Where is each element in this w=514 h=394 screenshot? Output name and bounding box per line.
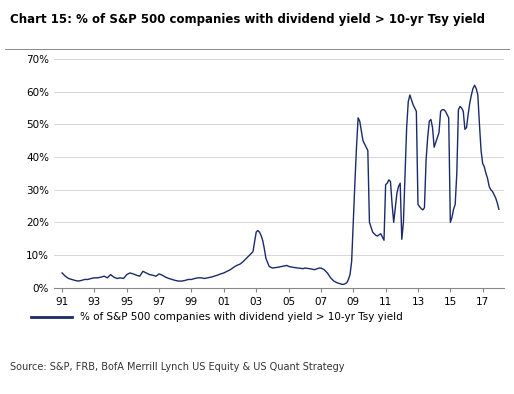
Text: Chart 15: % of S&P 500 companies with dividend yield > 10-yr Tsy yield: Chart 15: % of S&P 500 companies with di… [10,13,485,26]
Text: Source: S&P, FRB, BofA Merrill Lynch US Equity & US Quant Strategy: Source: S&P, FRB, BofA Merrill Lynch US … [10,362,345,372]
Text: % of S&P 500 companies with dividend yield > 10-yr Tsy yield: % of S&P 500 companies with dividend yie… [80,312,402,322]
